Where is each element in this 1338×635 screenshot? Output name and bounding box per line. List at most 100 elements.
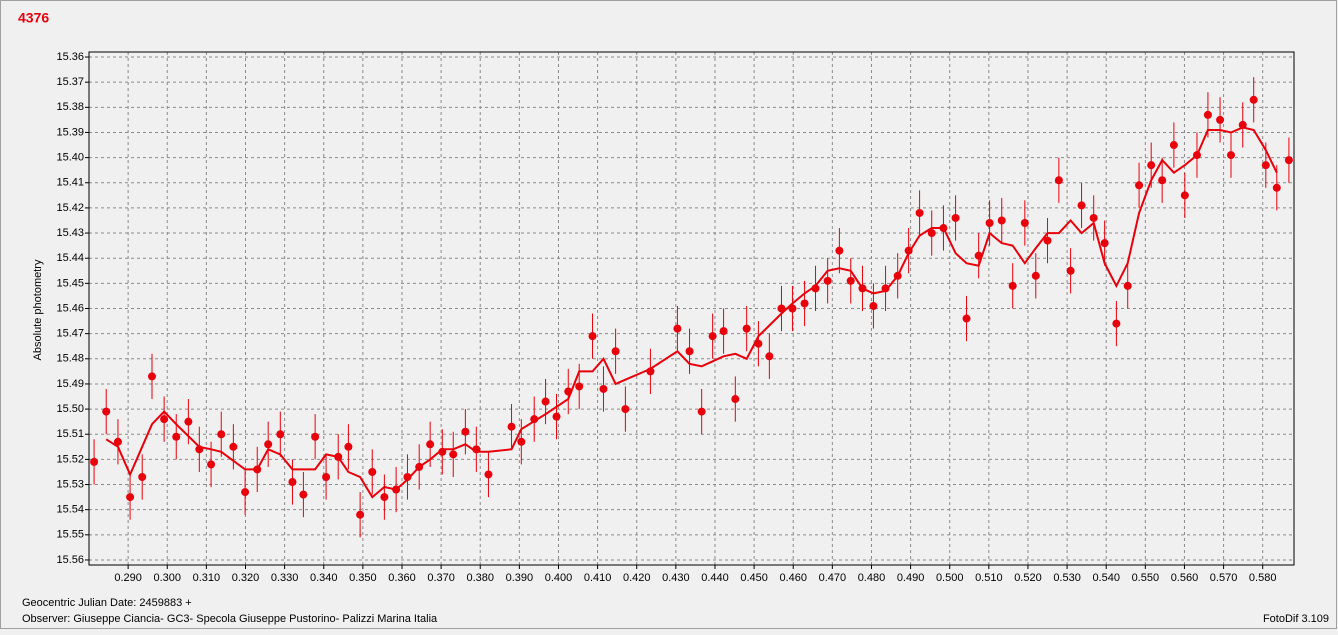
x-tick-label: 0.340 [310, 572, 338, 584]
x-tick-label: 0.310 [193, 572, 221, 584]
data-point [207, 460, 216, 469]
data-point [229, 442, 238, 451]
data-point [541, 397, 550, 406]
data-point [484, 470, 493, 479]
observer-note: Observer: Giuseppe Ciancia- GC3- Specola… [22, 613, 438, 625]
data-point [138, 472, 147, 481]
data-point [172, 432, 181, 441]
data-point [1100, 239, 1109, 248]
y-tick-label: 15.43 [56, 227, 84, 239]
x-tick-label: 0.560 [1171, 572, 1199, 584]
data-point [276, 430, 285, 439]
x-tick-label: 0.450 [740, 572, 768, 584]
data-point [985, 219, 994, 227]
x-tick-label: 0.460 [779, 572, 807, 584]
data-point [1284, 156, 1293, 165]
y-tick-label: 15.37 [56, 76, 84, 88]
chart-title: 4376 [18, 10, 49, 26]
y-tick-label: 15.52 [56, 453, 84, 465]
data-point [742, 324, 751, 333]
data-point [126, 493, 135, 502]
data-point [1054, 176, 1063, 185]
x-tick-label: 0.540 [1092, 572, 1120, 584]
x-axis-label: Geocentric Julian Date: 2459883 + [22, 597, 192, 609]
y-tick-label: 15.53 [56, 478, 84, 490]
y-tick-label: 15.46 [56, 302, 84, 314]
x-tick-label: 0.570 [1210, 572, 1238, 584]
data-point [217, 430, 226, 439]
x-tick-label: 0.390 [506, 572, 534, 584]
data-point [697, 407, 706, 416]
y-tick-label: 15.45 [56, 277, 84, 289]
data-point [588, 332, 597, 341]
data-point [299, 490, 308, 499]
y-tick-label: 15.40 [56, 152, 84, 164]
data-point [160, 415, 169, 424]
plot-border [88, 51, 1295, 566]
data-point [356, 510, 365, 519]
data-point [575, 382, 584, 391]
data-point [708, 332, 717, 341]
data-point [1249, 95, 1258, 104]
data-point [147, 372, 156, 381]
data-point [1227, 151, 1236, 160]
y-tick-label: 15.39 [56, 126, 84, 138]
data-point [599, 384, 608, 393]
y-tick-label: 15.38 [56, 101, 84, 113]
data-point [621, 405, 630, 414]
data-point [322, 472, 331, 481]
x-tick-label: 0.330 [271, 572, 299, 584]
data-point [685, 347, 694, 356]
x-tick-label: 0.520 [1014, 572, 1042, 584]
y-tick-label: 15.56 [56, 554, 84, 566]
data-point [1203, 110, 1212, 119]
data-point [846, 276, 855, 285]
data-point [517, 437, 526, 446]
data-point [765, 352, 774, 361]
x-tick-label: 0.430 [662, 572, 690, 584]
data-point [1135, 181, 1144, 190]
data-point [1158, 176, 1167, 185]
data-point [1020, 219, 1029, 227]
x-tick-label: 0.500 [936, 572, 964, 584]
y-tick-label: 15.55 [56, 529, 84, 541]
x-tick-label: 0.420 [623, 572, 651, 584]
data-point [1180, 191, 1189, 200]
data-point [1147, 161, 1156, 170]
data-point [311, 432, 320, 441]
x-tick-label: 0.290 [114, 572, 142, 584]
data-point [731, 395, 740, 404]
y-tick-label: 15.48 [56, 353, 84, 365]
data-point [823, 276, 832, 285]
x-tick-label: 0.380 [466, 572, 494, 584]
y-tick-label: 15.54 [56, 504, 84, 516]
x-tick-label: 0.350 [349, 572, 377, 584]
data-point [835, 246, 844, 255]
x-tick-label: 0.530 [1053, 572, 1081, 584]
data-point [403, 472, 412, 481]
data-point [1066, 266, 1075, 275]
data-point [927, 229, 936, 238]
data-point [113, 437, 122, 446]
data-point [426, 440, 435, 449]
data-point [1112, 319, 1121, 328]
data-point [1008, 281, 1017, 290]
data-point [1077, 201, 1086, 210]
data-point [461, 427, 470, 436]
x-tick-label: 0.580 [1249, 572, 1277, 584]
data-point [611, 347, 620, 356]
data-point [1169, 141, 1178, 150]
trend-line [105, 126, 1278, 499]
x-tick-label: 0.470 [819, 572, 847, 584]
x-tick-label: 0.300 [153, 572, 181, 584]
x-tick-label: 0.410 [584, 572, 612, 584]
y-tick-label: 15.47 [56, 328, 84, 340]
data-point [184, 417, 193, 426]
data-point [1043, 236, 1052, 245]
data-point [380, 493, 389, 502]
software-note: FotoDif 3.109 [1263, 613, 1329, 625]
data-point [264, 440, 273, 449]
data-point [719, 327, 728, 336]
